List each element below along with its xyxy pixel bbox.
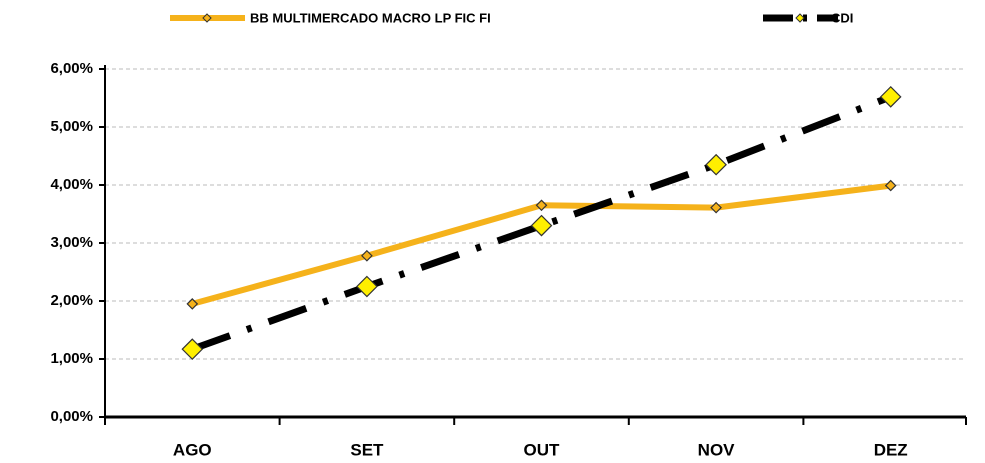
marker [181, 338, 204, 360]
y-tick-label: 3,00% [50, 234, 93, 251]
legend-label: BB MULTIMERCADO MACRO LP FIC FI [250, 10, 491, 25]
x-tick-label: DEZ [874, 440, 908, 459]
y-tick-label: 4,00% [50, 176, 93, 193]
legend-marker [202, 13, 212, 23]
marker [530, 214, 553, 237]
x-tick-label: NOV [698, 440, 736, 459]
legend-label: CDI [831, 10, 853, 25]
marker [356, 275, 378, 298]
x-tick-label: AGO [173, 440, 212, 459]
marker [535, 199, 548, 212]
marker [879, 85, 902, 108]
y-tick-label: 2,00% [50, 292, 93, 309]
marker [884, 179, 897, 192]
y-tick-label: 0,00% [50, 408, 93, 425]
x-tick-label: SET [350, 440, 384, 459]
marker [705, 153, 727, 176]
y-tick-label: 5,00% [50, 118, 93, 135]
marker [710, 201, 722, 214]
y-tick-label: 6,00% [50, 60, 93, 77]
x-tick-label: OUT [524, 440, 561, 459]
y-tick-label: 1,00% [50, 350, 93, 367]
marker [361, 249, 373, 262]
legend-marker [795, 13, 805, 23]
marker [186, 298, 199, 310]
